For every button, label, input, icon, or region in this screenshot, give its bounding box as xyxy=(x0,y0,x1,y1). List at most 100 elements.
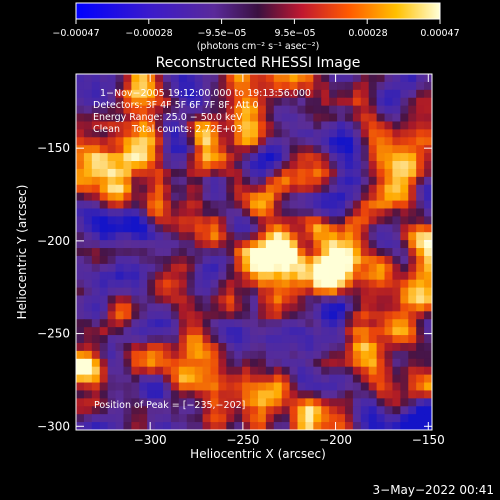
colorbar-unit-label: (photons cm⁻² s⁻¹ asec⁻²) xyxy=(197,41,320,52)
heatmap-cell xyxy=(202,145,212,154)
heatmap-cell xyxy=(329,279,338,289)
heatmap-cell xyxy=(226,161,235,170)
heatmap-cell xyxy=(155,129,164,138)
heatmap-cell xyxy=(408,129,417,138)
heatmap-cell xyxy=(281,145,291,154)
heatmap-cell xyxy=(368,168,378,178)
heatmap-cell xyxy=(139,406,148,415)
heatmap-cell xyxy=(242,240,251,249)
heatmap-cell xyxy=(91,97,101,107)
heatmap-cell xyxy=(265,176,275,186)
heatmap-cell xyxy=(234,89,243,99)
heatmap-cell xyxy=(210,382,219,392)
heatmap-cell xyxy=(115,129,125,138)
heatmap-cell xyxy=(265,81,275,91)
heatmap-cell xyxy=(218,279,227,289)
heatmap-cell xyxy=(265,208,275,217)
heatmap-cell xyxy=(234,295,243,305)
heatmap-cell xyxy=(257,287,267,297)
heatmap-cell xyxy=(139,89,148,99)
heatmap-cell xyxy=(99,248,109,257)
heatmap-cell xyxy=(83,382,93,392)
heatmap-cell xyxy=(99,295,109,305)
heatmap-cell xyxy=(99,240,109,249)
heatmap-cell xyxy=(226,81,235,91)
heatmap-cell xyxy=(392,232,401,241)
heatmap-cell xyxy=(273,271,283,281)
heatmap-cell xyxy=(368,342,378,352)
heatmap-cell xyxy=(91,303,101,312)
heatmap-cell xyxy=(352,121,362,130)
heatmap-cell xyxy=(384,184,394,194)
heatmap-cell xyxy=(424,327,432,336)
heatmap-cell xyxy=(257,398,267,407)
heatmap-cell xyxy=(257,342,267,352)
heatmap-cell xyxy=(115,350,125,360)
heatmap-cell xyxy=(123,303,132,312)
heatmap-cell xyxy=(91,248,101,257)
heatmap-cell xyxy=(202,208,212,217)
heatmap-cell xyxy=(107,358,117,368)
heatmap-cell xyxy=(297,168,307,178)
heatmap-cell xyxy=(400,216,409,225)
heatmap-cell xyxy=(321,184,330,194)
heatmap-cell xyxy=(329,406,338,415)
heatmap-cell xyxy=(352,382,362,392)
heatmap-cell xyxy=(344,374,354,384)
heatmap-cell xyxy=(123,145,132,154)
heatmap-cell xyxy=(91,89,101,99)
heatmap-cell xyxy=(147,81,156,91)
heatmap-cell xyxy=(368,113,378,123)
heatmap-cell xyxy=(416,208,425,217)
heatmap-cell xyxy=(91,208,101,217)
heatmap-cell xyxy=(91,335,101,344)
heatmap-cell xyxy=(344,263,354,273)
heatmap-cell xyxy=(170,224,180,233)
heatmap-cell xyxy=(226,224,235,233)
heatmap-cell xyxy=(360,216,370,225)
heatmap-cell xyxy=(376,113,386,123)
heatmap-cell xyxy=(91,161,101,170)
heatmap-cell xyxy=(123,200,132,210)
heatmap-cell xyxy=(368,200,378,210)
heatmap-cell xyxy=(360,113,370,123)
heatmap-cell xyxy=(392,327,401,336)
heatmap-cell xyxy=(297,374,307,384)
heatmap-cell xyxy=(131,295,140,305)
heatmap-cell xyxy=(313,255,322,265)
heatmap-cell xyxy=(376,168,386,178)
heatmap-cell xyxy=(242,145,251,154)
heatmap-cell xyxy=(170,74,180,83)
heatmap-cell xyxy=(107,216,117,225)
heatmap-cell xyxy=(123,350,132,360)
heatmap-cell xyxy=(163,137,172,146)
heatmap-cell xyxy=(210,422,219,430)
heatmap-cell xyxy=(297,89,307,99)
heatmap-cell xyxy=(194,89,204,99)
heatmap-cell xyxy=(250,335,259,344)
heatmap-cell xyxy=(163,168,172,178)
heatmap-cell xyxy=(234,406,243,415)
heatmap-cell xyxy=(305,271,314,281)
heatmap-cell xyxy=(131,208,140,217)
heatmap-cell xyxy=(83,342,93,352)
heatmap-cell xyxy=(313,311,322,320)
heatmap-cell xyxy=(321,129,330,138)
heatmap-cell xyxy=(139,200,148,210)
heatmap-cell xyxy=(257,271,267,281)
heatmap-cell xyxy=(321,216,330,225)
heatmap-cell xyxy=(194,255,204,265)
heatmap-cell xyxy=(83,319,93,328)
heatmap-cell xyxy=(360,350,370,360)
heatmap-cell xyxy=(392,97,401,107)
heatmap-cell xyxy=(131,327,140,336)
heatmap-cell xyxy=(83,105,93,115)
heatmap-cell xyxy=(242,271,251,281)
heatmap-cell xyxy=(115,208,125,217)
heatmap-cell xyxy=(360,366,370,376)
heatmap-cell xyxy=(400,145,409,154)
heatmap-cell xyxy=(321,398,330,407)
heatmap-cell xyxy=(392,176,401,186)
heatmap-cell xyxy=(376,390,386,399)
heatmap-cell xyxy=(99,224,109,233)
